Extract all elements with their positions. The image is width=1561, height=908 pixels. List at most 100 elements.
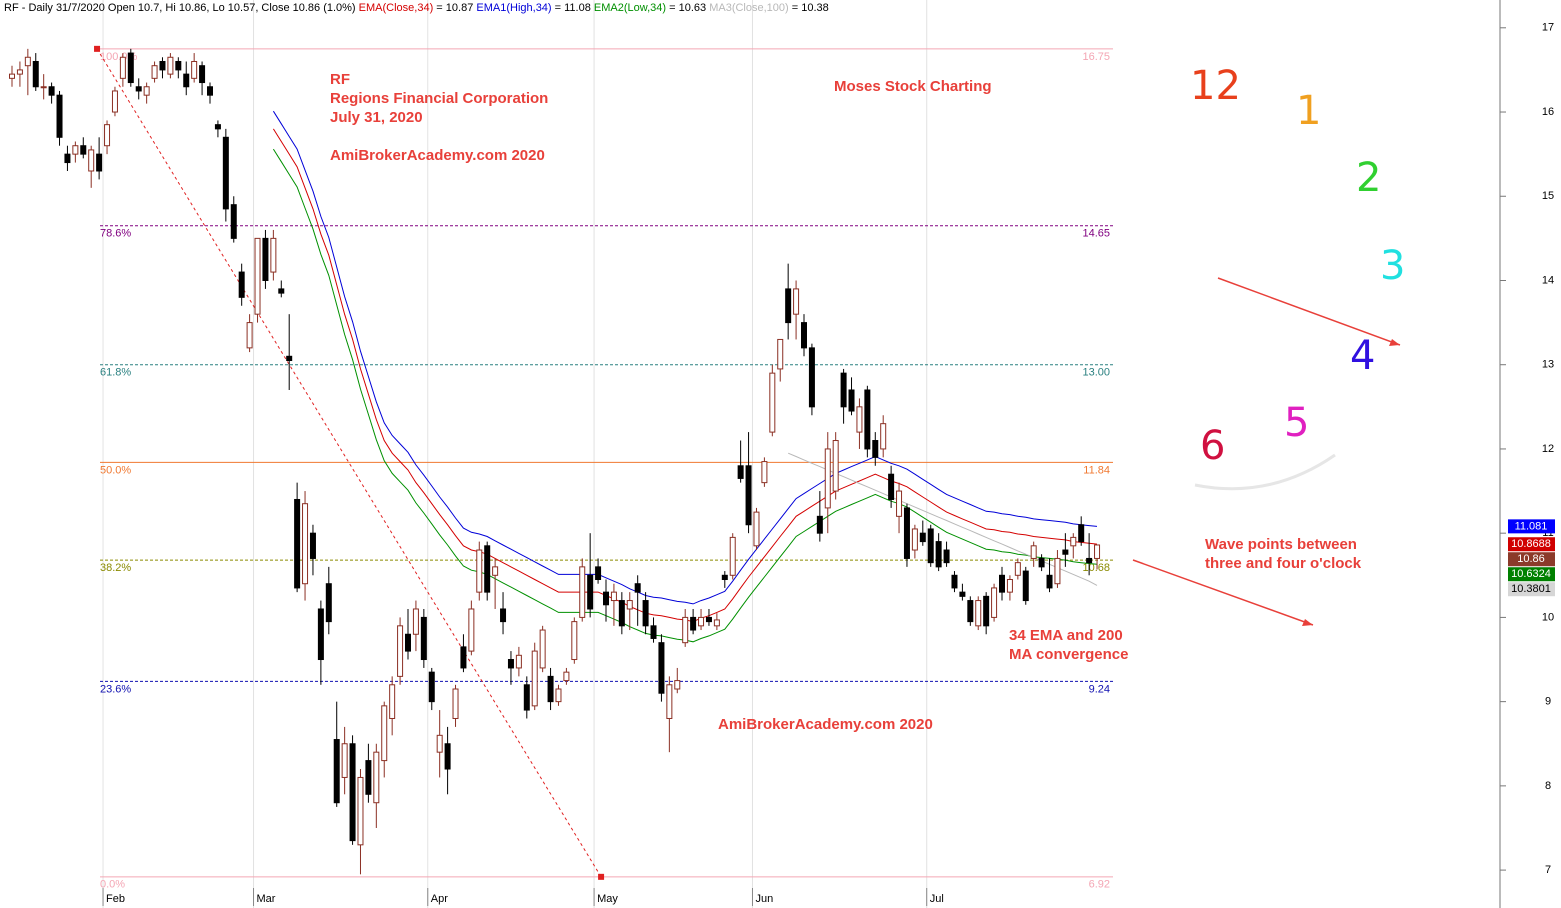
candle-body: [341, 743, 348, 778]
candle-body: [381, 705, 388, 762]
candle-body: [571, 621, 578, 661]
candle-body: [64, 153, 71, 164]
candle-body: [151, 65, 158, 79]
candle-body: [40, 86, 47, 89]
candle-body: [531, 650, 538, 707]
candle-body: [317, 608, 324, 661]
price-tag: [1508, 567, 1555, 582]
candle-body: [191, 60, 198, 79]
candle-body: [1030, 545, 1037, 559]
candle-body: [278, 288, 285, 294]
fib-price: 9.24: [1089, 683, 1110, 695]
price-tag-label: 10.86: [1517, 553, 1545, 565]
candle-body: [951, 574, 958, 589]
candle-body: [880, 423, 887, 450]
legend-name: MA3(Close,100): [709, 2, 788, 14]
arrow-head: [1389, 339, 1400, 346]
annotation: Moses Stock Charting: [834, 78, 992, 95]
candle-body: [999, 574, 1005, 593]
candle-body: [246, 322, 253, 349]
candle-body: [983, 595, 990, 627]
candle-body: [80, 145, 87, 155]
price-tag: [1508, 552, 1555, 567]
candle-body: [428, 671, 435, 703]
candle-body: [705, 616, 712, 623]
candle-body: [294, 498, 301, 589]
candle-body: [262, 237, 269, 281]
candle-body: [1094, 544, 1101, 559]
candle-body: [737, 465, 744, 479]
candle-body: [515, 654, 522, 669]
candle-body: [753, 511, 760, 547]
y-tick-label: 16: [1542, 106, 1554, 118]
candle-body: [674, 680, 681, 690]
chart-title: RF - Daily 31/7/2020 Open 10.7, Hi 10.86…: [4, 2, 829, 14]
y-tick-label: 17: [1542, 22, 1554, 34]
candle-body: [412, 608, 419, 635]
candle-body: [286, 355, 293, 362]
candle-body: [991, 587, 998, 618]
candle-body: [333, 739, 340, 804]
candle-body: [1022, 570, 1029, 602]
candle-body: [1046, 574, 1053, 589]
fib-label: 38.2%: [100, 562, 131, 574]
candle-body: [903, 507, 910, 559]
candle-body: [397, 625, 404, 677]
price-tag: [1508, 582, 1555, 597]
annotation: AmiBrokerAcademy.com 2020: [330, 147, 545, 164]
candle-body: [523, 684, 530, 711]
legend-name: EMA1(High,34): [476, 2, 551, 14]
y-tick-label: 10: [1542, 611, 1554, 623]
candle-body: [959, 591, 966, 597]
trend-point: [94, 45, 101, 52]
candle-body: [896, 490, 903, 517]
candle-layer: [9, 48, 1101, 875]
candle-body: [500, 608, 507, 623]
candle-body: [1078, 524, 1085, 543]
candle-body: [816, 515, 823, 534]
annotation: MA convergence: [1009, 646, 1128, 663]
candle-body: [801, 322, 807, 349]
candle-body: [468, 608, 475, 652]
candle-body: [199, 65, 206, 84]
clock-number: 5: [1284, 400, 1309, 446]
x-tick-label: Apr: [431, 893, 448, 905]
candle-body: [119, 56, 126, 79]
candle-body: [824, 448, 831, 509]
trend-point: [598, 873, 605, 880]
fib-label: 0.0%: [100, 879, 125, 891]
clock-number: 1: [1296, 88, 1321, 134]
candle-body: [135, 86, 142, 92]
legend-readout: = 10.38: [789, 2, 829, 14]
candle-body: [927, 528, 934, 564]
candle-body: [919, 532, 926, 543]
candle-body: [729, 536, 736, 576]
price-tag-label: 10.6324: [1511, 568, 1551, 580]
legend-readout: = 11.08: [552, 2, 591, 14]
fib-label: 61.8%: [100, 367, 131, 379]
candle-body: [357, 776, 364, 846]
y-tick-label: 13: [1542, 359, 1554, 371]
grid-layer: 7891011121314151617FebMarAprMayJunJul: [102, 0, 1554, 908]
y-tick-label: 12: [1542, 443, 1554, 455]
indicator-line: [788, 452, 1098, 586]
arrow-head: [1302, 619, 1313, 626]
candle-body: [1014, 562, 1021, 576]
candle-body: [935, 541, 942, 568]
candle-body: [127, 52, 134, 84]
annotation: AmiBrokerAcademy.com 2020: [718, 716, 933, 733]
fib-price: 13.00: [1082, 367, 1110, 379]
candle-body: [713, 619, 720, 627]
candle-body: [864, 389, 871, 450]
candle-body: [96, 153, 103, 172]
candle-body: [88, 149, 95, 172]
annotation: three and four o'clock: [1205, 555, 1362, 572]
candle-body: [111, 90, 118, 113]
clock-arc: [1194, 453, 1336, 491]
candle-body: [254, 237, 261, 315]
fib-label: 50.0%: [100, 464, 131, 476]
clock-number: 4: [1350, 333, 1375, 379]
candle-body: [634, 583, 641, 593]
